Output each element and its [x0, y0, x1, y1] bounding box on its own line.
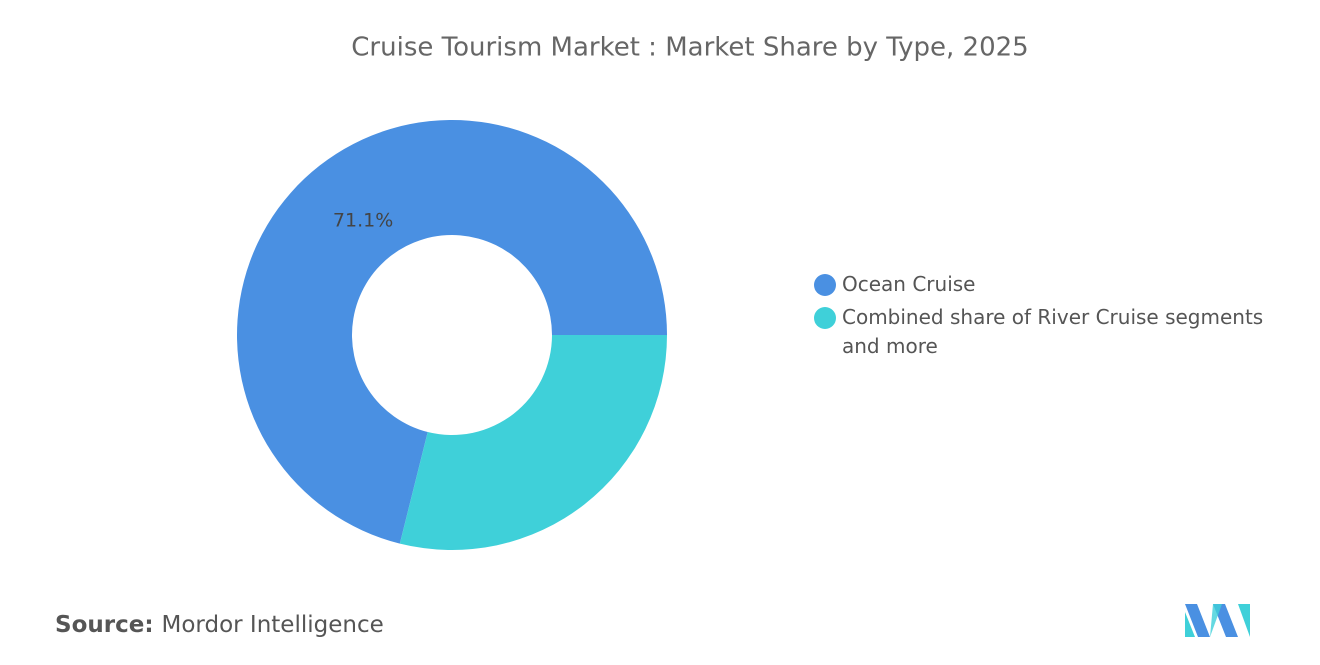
legend-item: Combined share of River Cruise segments …	[812, 303, 1282, 361]
data-label: 71.1%	[333, 209, 393, 231]
logo	[1185, 604, 1250, 637]
legend-label: Combined share of River Cruise segments …	[842, 305, 1264, 358]
source: Source: Mordor Intelligence	[55, 612, 384, 638]
source-label: Source:	[55, 612, 154, 638]
legend-swatch	[814, 274, 836, 296]
source-text: Mordor Intelligence	[161, 612, 384, 638]
legend-swatch	[814, 307, 836, 329]
chart-title: Cruise Tourism Market : Market Share by …	[351, 33, 1028, 63]
donut-slice	[399, 335, 667, 550]
legend: Ocean Cruise Combined share of River Crui…	[812, 270, 1282, 365]
legend-label: Ocean Cruise	[842, 272, 976, 296]
donut-slice	[237, 120, 667, 544]
legend-item: Ocean Cruise	[812, 270, 1282, 299]
